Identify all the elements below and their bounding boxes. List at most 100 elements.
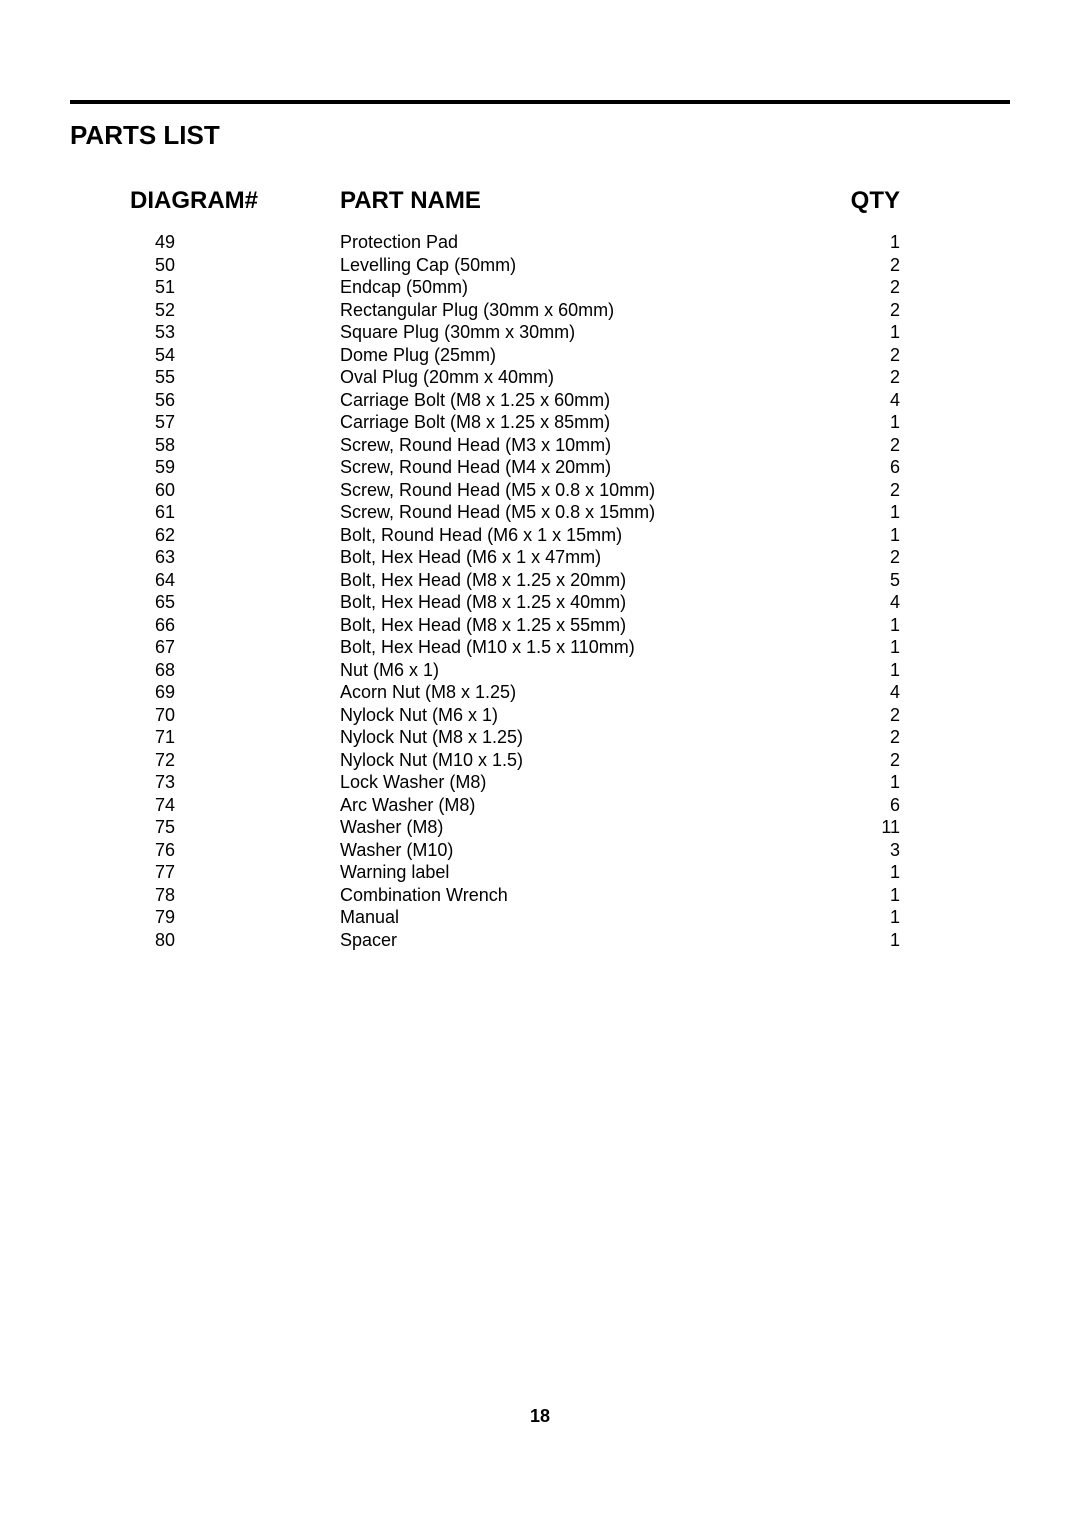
table-row: 68Nut (M6 x 1)1 bbox=[70, 659, 1010, 682]
table-row: 59Screw, Round Head (M4 x 20mm)6 bbox=[70, 456, 1010, 479]
cell-partname: Bolt, Round Head (M6 x 1 x 15mm) bbox=[340, 524, 770, 547]
cell-partname: Nut (M6 x 1) bbox=[340, 659, 770, 682]
cell-qty: 2 bbox=[770, 479, 900, 502]
cell-qty: 2 bbox=[770, 546, 900, 569]
cell-diagram: 63 bbox=[70, 546, 340, 569]
cell-qty: 1 bbox=[770, 884, 900, 907]
cell-diagram: 56 bbox=[70, 389, 340, 412]
table-row: 74Arc Washer (M8)6 bbox=[70, 794, 1010, 817]
cell-qty: 1 bbox=[770, 771, 900, 794]
table-row: 70Nylock Nut (M6 x 1)2 bbox=[70, 704, 1010, 727]
cell-qty: 2 bbox=[770, 299, 900, 322]
cell-diagram: 71 bbox=[70, 726, 340, 749]
cell-diagram: 52 bbox=[70, 299, 340, 322]
cell-partname: Square Plug (30mm x 30mm) bbox=[340, 321, 770, 344]
table-row: 76Washer (M10)3 bbox=[70, 839, 1010, 862]
table-header: DIAGRAM# PART NAME QTY bbox=[70, 187, 1010, 215]
cell-diagram: 72 bbox=[70, 749, 340, 772]
cell-qty: 2 bbox=[770, 726, 900, 749]
cell-partname: Manual bbox=[340, 906, 770, 929]
cell-diagram: 67 bbox=[70, 636, 340, 659]
cell-diagram: 79 bbox=[70, 906, 340, 929]
cell-diagram: 76 bbox=[70, 839, 340, 862]
cell-diagram: 55 bbox=[70, 366, 340, 389]
cell-diagram: 50 bbox=[70, 254, 340, 277]
table-row: 62Bolt, Round Head (M6 x 1 x 15mm)1 bbox=[70, 524, 1010, 547]
cell-diagram: 60 bbox=[70, 479, 340, 502]
table-row: 79Manual1 bbox=[70, 906, 1010, 929]
cell-partname: Dome Plug (25mm) bbox=[340, 344, 770, 367]
cell-qty: 2 bbox=[770, 276, 900, 299]
table-row: 77Warning label1 bbox=[70, 861, 1010, 884]
cell-diagram: 58 bbox=[70, 434, 340, 457]
table-row: 69Acorn Nut (M8 x 1.25)4 bbox=[70, 681, 1010, 704]
cell-partname: Screw, Round Head (M5 x 0.8 x 15mm) bbox=[340, 501, 770, 524]
cell-partname: Combination Wrench bbox=[340, 884, 770, 907]
cell-diagram: 78 bbox=[70, 884, 340, 907]
table-row: 63Bolt, Hex Head (M6 x 1 x 47mm)2 bbox=[70, 546, 1010, 569]
table-row: 56Carriage Bolt (M8 x 1.25 x 60mm)4 bbox=[70, 389, 1010, 412]
table-row: 60Screw, Round Head (M5 x 0.8 x 10mm)2 bbox=[70, 479, 1010, 502]
cell-diagram: 69 bbox=[70, 681, 340, 704]
header-partname: PART NAME bbox=[340, 187, 770, 215]
header-diagram: DIAGRAM# bbox=[70, 187, 340, 215]
table-row: 78Combination Wrench1 bbox=[70, 884, 1010, 907]
table-row: 50Levelling Cap (50mm)2 bbox=[70, 254, 1010, 277]
cell-diagram: 51 bbox=[70, 276, 340, 299]
table-row: 58Screw, Round Head (M3 x 10mm)2 bbox=[70, 434, 1010, 457]
table-row: 65Bolt, Hex Head (M8 x 1.25 x 40mm)4 bbox=[70, 591, 1010, 614]
cell-diagram: 49 bbox=[70, 231, 340, 254]
cell-diagram: 61 bbox=[70, 501, 340, 524]
cell-qty: 2 bbox=[770, 344, 900, 367]
table-row: 55Oval Plug (20mm x 40mm)2 bbox=[70, 366, 1010, 389]
table-row: 57Carriage Bolt (M8 x 1.25 x 85mm)1 bbox=[70, 411, 1010, 434]
cell-qty: 2 bbox=[770, 434, 900, 457]
table-row: 67Bolt, Hex Head (M10 x 1.5 x 110mm)1 bbox=[70, 636, 1010, 659]
table-row: 61Screw, Round Head (M5 x 0.8 x 15mm)1 bbox=[70, 501, 1010, 524]
section-title: PARTS LIST bbox=[70, 120, 1010, 151]
cell-partname: Bolt, Hex Head (M8 x 1.25 x 40mm) bbox=[340, 591, 770, 614]
header-qty: QTY bbox=[770, 187, 900, 215]
table-body: 49Protection Pad 1 50Levelling Cap (50mm)2… bbox=[70, 231, 1010, 951]
page-number: 18 bbox=[0, 1406, 1080, 1427]
cell-diagram: 65 bbox=[70, 591, 340, 614]
cell-diagram: 54 bbox=[70, 344, 340, 367]
cell-partname: Nylock Nut (M8 x 1.25) bbox=[340, 726, 770, 749]
cell-partname: Carriage Bolt (M8 x 1.25 x 60mm) bbox=[340, 389, 770, 412]
cell-qty: 2 bbox=[770, 254, 900, 277]
table-row: 73Lock Washer (M8)1 bbox=[70, 771, 1010, 794]
cell-partname: Nylock Nut (M10 x 1.5) bbox=[340, 749, 770, 772]
cell-partname: Carriage Bolt (M8 x 1.25 x 85mm) bbox=[340, 411, 770, 434]
cell-qty: 1 bbox=[770, 861, 900, 884]
cell-qty: 1 bbox=[770, 906, 900, 929]
cell-qty: 4 bbox=[770, 389, 900, 412]
cell-qty: 1 bbox=[770, 321, 900, 344]
cell-diagram: 66 bbox=[70, 614, 340, 637]
cell-partname: Bolt, Hex Head (M8 x 1.25 x 55mm) bbox=[340, 614, 770, 637]
cell-qty: 2 bbox=[770, 704, 900, 727]
cell-diagram: 62 bbox=[70, 524, 340, 547]
cell-diagram: 70 bbox=[70, 704, 340, 727]
cell-partname: Rectangular Plug (30mm x 60mm) bbox=[340, 299, 770, 322]
cell-diagram: 74 bbox=[70, 794, 340, 817]
cell-qty: 1 bbox=[770, 411, 900, 434]
cell-partname: Washer (M8) bbox=[340, 816, 770, 839]
table-row: 75Washer (M8)11 bbox=[70, 816, 1010, 839]
cell-diagram: 75 bbox=[70, 816, 340, 839]
cell-partname: Warning label bbox=[340, 861, 770, 884]
table-row: 54Dome Plug (25mm)2 bbox=[70, 344, 1010, 367]
cell-qty: 1 bbox=[770, 636, 900, 659]
cell-qty: 4 bbox=[770, 681, 900, 704]
cell-partname: Screw, Round Head (M5 x 0.8 x 10mm) bbox=[340, 479, 770, 502]
page-container: PARTS LIST DIAGRAM# PART NAME QTY 49Prot… bbox=[0, 0, 1080, 951]
cell-qty: 11 bbox=[770, 816, 900, 839]
cell-partname: Arc Washer (M8) bbox=[340, 794, 770, 817]
table-row: 52Rectangular Plug (30mm x 60mm)2 bbox=[70, 299, 1010, 322]
cell-qty: 1 bbox=[770, 659, 900, 682]
cell-partname: Endcap (50mm) bbox=[340, 276, 770, 299]
cell-partname: Washer (M10) bbox=[340, 839, 770, 862]
cell-partname: Protection Pad bbox=[340, 231, 770, 254]
cell-partname: Acorn Nut (M8 x 1.25) bbox=[340, 681, 770, 704]
cell-diagram: 73 bbox=[70, 771, 340, 794]
cell-partname: Lock Washer (M8) bbox=[340, 771, 770, 794]
